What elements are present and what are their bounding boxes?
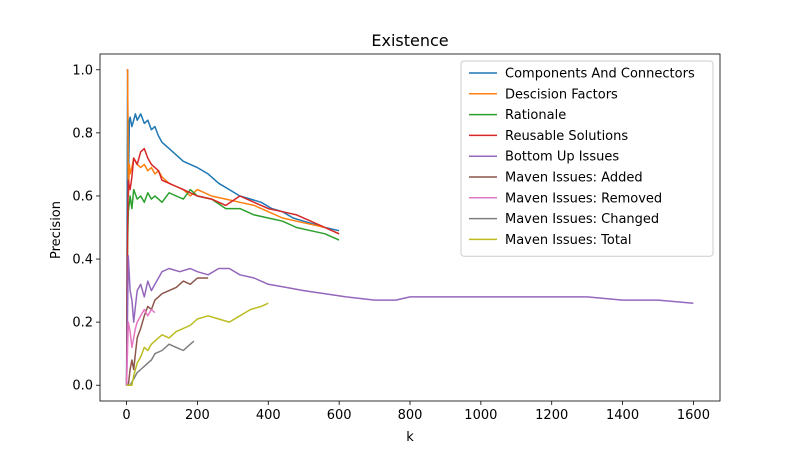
legend-label: Reusable Solutions	[505, 129, 628, 144]
y-tick-label: 0.2	[72, 316, 93, 331]
x-tick-label: 200	[185, 408, 210, 423]
legend-label: Components And Connectors	[505, 67, 695, 82]
y-tick-label: 1.0	[72, 63, 93, 78]
legend-label: Maven Issues: Removed	[505, 191, 662, 206]
legend: Components And Connectors Descision Facto…	[460, 60, 714, 257]
legend-label: Maven Issues: Changed	[505, 212, 659, 227]
legend-label: Descision Factors	[505, 87, 618, 102]
legend-label: Maven Issues: Added	[505, 171, 643, 186]
y-axis-label: Precision	[49, 201, 64, 259]
x-tick-label: 1000	[464, 408, 497, 423]
series-line-3	[125, 147, 340, 386]
series-line-2	[125, 188, 340, 386]
series-line-4	[125, 255, 694, 386]
x-tick-label: 1600	[677, 408, 710, 423]
x-tick-label: 1200	[535, 408, 568, 423]
legend-box	[460, 60, 714, 257]
series-line-6	[125, 308, 156, 386]
y-tick-label: 0.0	[72, 379, 93, 394]
y-tick-label: 0.4	[72, 253, 93, 268]
x-tick-label: 1400	[606, 408, 639, 423]
series-line-1	[126, 69, 340, 235]
x-tick-label: 800	[398, 408, 423, 423]
legend-label: Bottom Up Issues	[505, 150, 619, 165]
chart-title: Existence	[371, 31, 448, 50]
x-tick-label: 600	[327, 408, 352, 423]
y-tick-label: 0.8	[72, 126, 93, 141]
legend-label: Maven Issues: Total	[505, 233, 632, 248]
plot-area: 0 200 400 600 800 1000 1200 1400 1600 0.0 0.2 0.4 0.…	[72, 53, 721, 423]
legend-label: Rationale	[505, 108, 566, 123]
x-tick-label: 0	[122, 408, 130, 423]
x-axis-label: k	[406, 430, 414, 445]
series-line-5	[126, 277, 209, 386]
y-tick-label: 0.6	[72, 189, 93, 204]
series-line-8	[126, 302, 269, 386]
x-tick-label: 400	[256, 408, 281, 423]
